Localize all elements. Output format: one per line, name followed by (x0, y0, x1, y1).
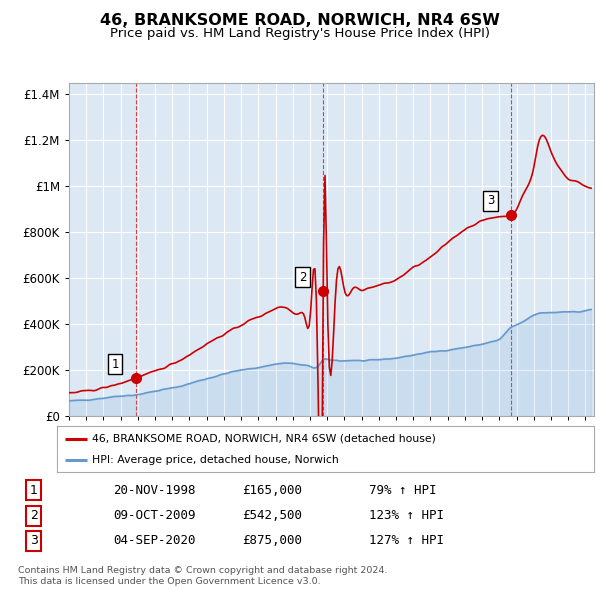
Text: 123% ↑ HPI: 123% ↑ HPI (369, 509, 444, 522)
Text: 3: 3 (487, 195, 494, 208)
Text: 09-OCT-2009: 09-OCT-2009 (113, 509, 196, 522)
Text: 1: 1 (112, 358, 119, 371)
Text: 3: 3 (30, 534, 38, 547)
Text: 79% ↑ HPI: 79% ↑ HPI (369, 484, 437, 497)
Text: This data is licensed under the Open Government Licence v3.0.: This data is licensed under the Open Gov… (18, 577, 320, 586)
Text: £542,500: £542,500 (242, 509, 302, 522)
Text: 20-NOV-1998: 20-NOV-1998 (113, 484, 196, 497)
Text: £165,000: £165,000 (242, 484, 302, 497)
Text: 04-SEP-2020: 04-SEP-2020 (113, 534, 196, 547)
Text: HPI: Average price, detached house, Norwich: HPI: Average price, detached house, Norw… (92, 455, 338, 466)
Text: 2: 2 (299, 271, 307, 284)
Text: Price paid vs. HM Land Registry's House Price Index (HPI): Price paid vs. HM Land Registry's House … (110, 27, 490, 40)
Text: 2: 2 (30, 509, 38, 522)
Text: 127% ↑ HPI: 127% ↑ HPI (369, 534, 444, 547)
Text: 1: 1 (30, 484, 38, 497)
Text: 46, BRANKSOME ROAD, NORWICH, NR4 6SW (detached house): 46, BRANKSOME ROAD, NORWICH, NR4 6SW (de… (92, 434, 436, 444)
Text: 46, BRANKSOME ROAD, NORWICH, NR4 6SW: 46, BRANKSOME ROAD, NORWICH, NR4 6SW (100, 13, 500, 28)
Text: £875,000: £875,000 (242, 534, 302, 547)
Text: Contains HM Land Registry data © Crown copyright and database right 2024.: Contains HM Land Registry data © Crown c… (18, 566, 388, 575)
